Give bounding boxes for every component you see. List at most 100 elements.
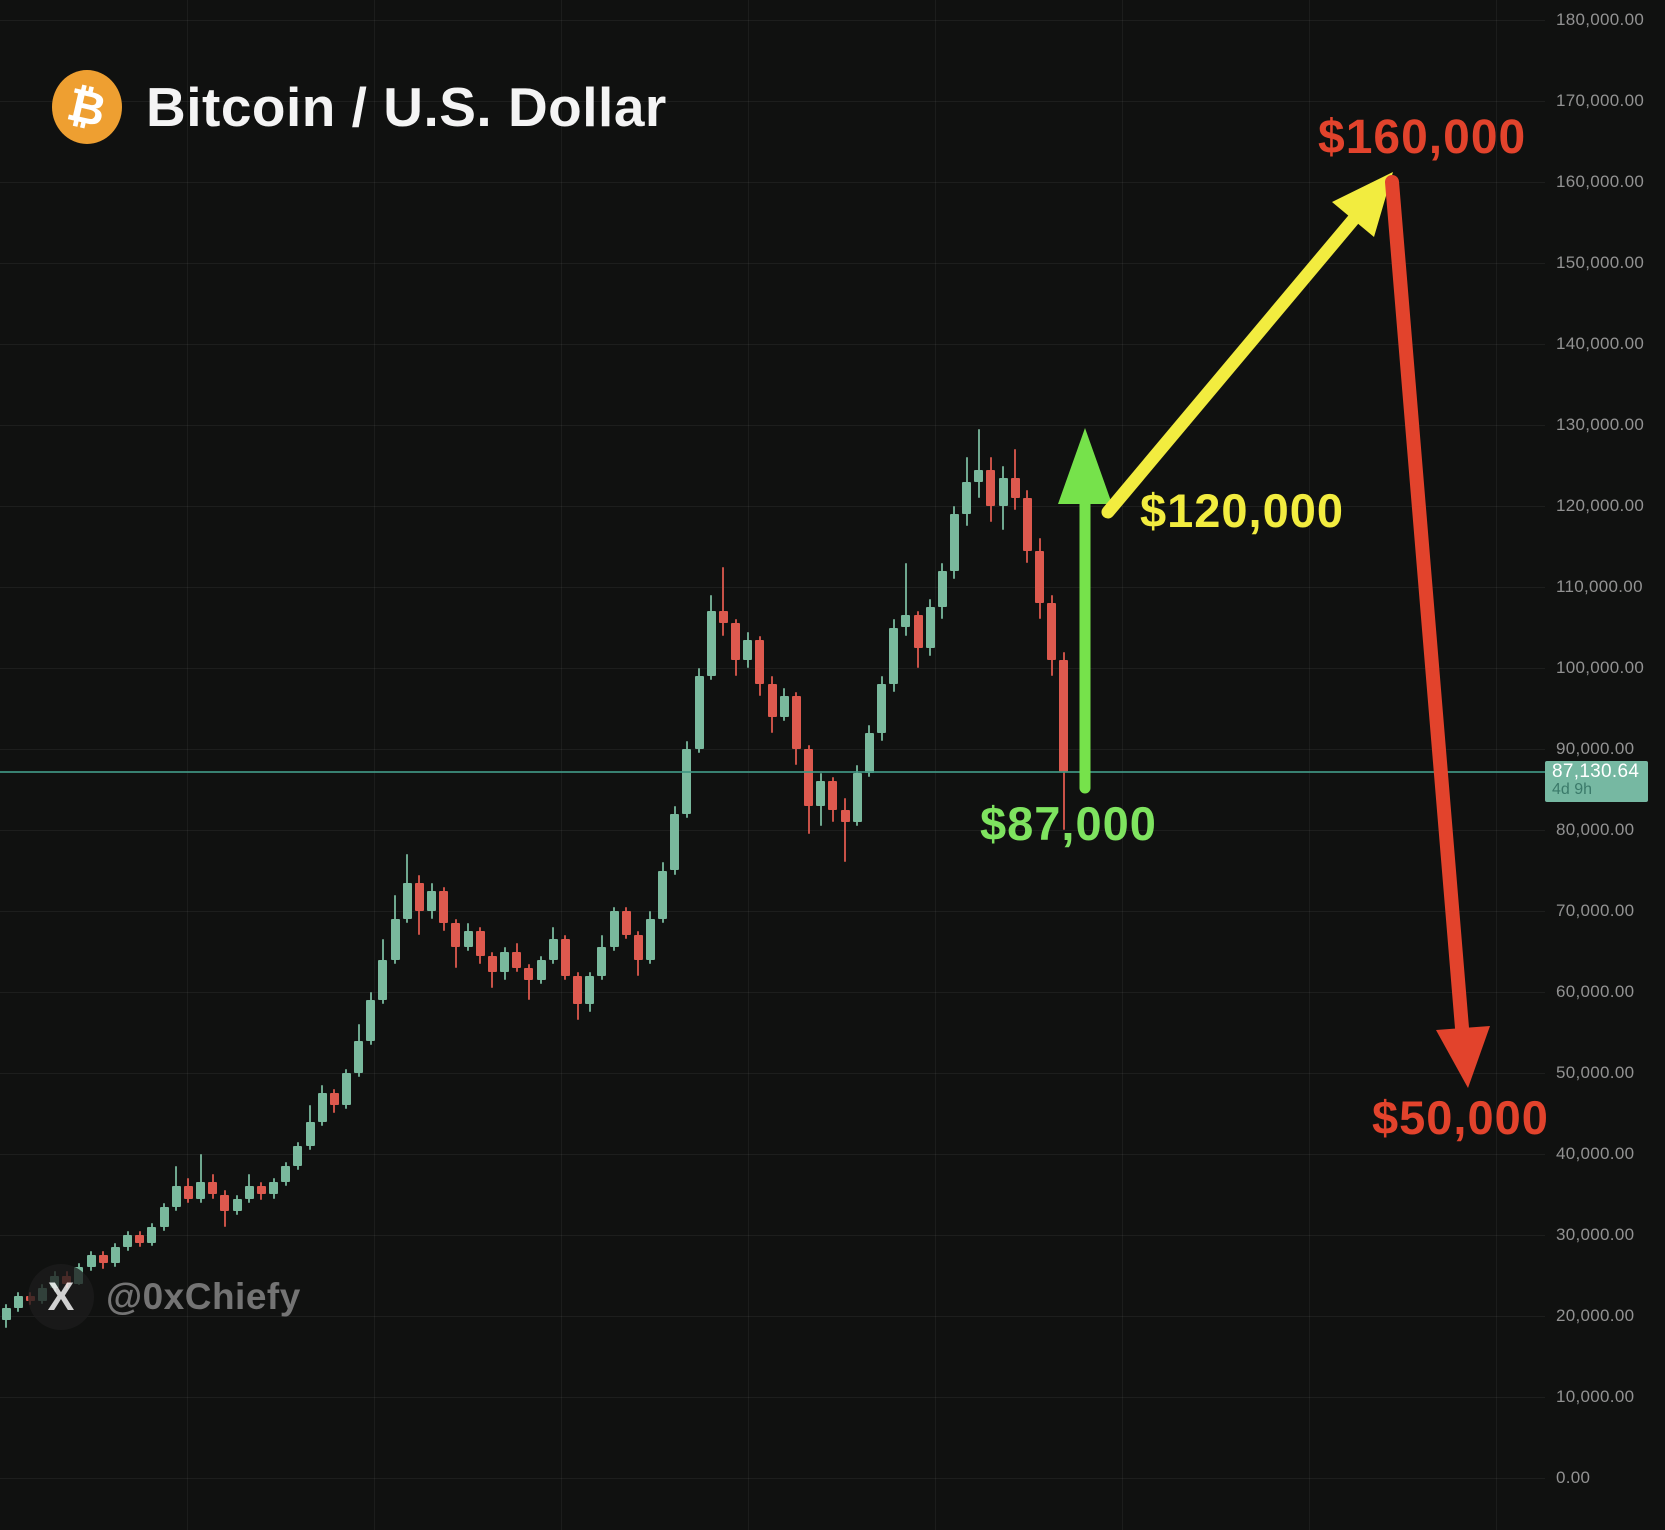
candle-wick xyxy=(844,797,847,863)
candle-body xyxy=(779,696,789,717)
price-axis-tick: 150,000.00 xyxy=(1556,253,1645,272)
h-gridline xyxy=(0,1154,1545,1155)
price-axis-tick: 130,000.00 xyxy=(1556,415,1645,434)
candle-body xyxy=(1059,659,1069,773)
candle-wick xyxy=(904,562,907,636)
candle-body xyxy=(13,1295,23,1308)
price-axis-tick: 50,000.00 xyxy=(1556,1063,1635,1082)
candle-body xyxy=(682,749,692,814)
candle-body xyxy=(256,1186,266,1195)
candle-body xyxy=(196,1182,206,1199)
yellow-projection-arrow xyxy=(1101,172,1393,519)
candle-body xyxy=(913,615,923,648)
candle-body xyxy=(633,935,643,960)
candle-body xyxy=(414,882,424,911)
price-target-50k: $50,000 xyxy=(1372,1091,1549,1144)
candle-body xyxy=(159,1206,169,1227)
candle-body xyxy=(135,1235,145,1244)
candle-body xyxy=(962,481,972,515)
candle-body xyxy=(804,749,814,806)
x-logo-icon: X xyxy=(28,1264,94,1330)
bitcoin-glyph: ₿ xyxy=(62,76,112,138)
candle-wick xyxy=(527,963,530,1001)
candle-body xyxy=(597,947,607,976)
candle-body xyxy=(877,684,887,733)
candle-body xyxy=(901,615,911,628)
price-axis-tick: 60,000.00 xyxy=(1556,982,1635,1001)
candle-body xyxy=(658,870,668,920)
candle-body xyxy=(718,611,728,624)
h-gridline xyxy=(0,263,1545,264)
v-gridline xyxy=(561,0,562,1530)
candle-body xyxy=(791,696,801,749)
v-gridline xyxy=(1122,0,1123,1530)
watermark-handle: @0xChiefy xyxy=(106,1276,301,1317)
candle-body xyxy=(864,732,874,774)
candle-body xyxy=(925,607,935,648)
h-gridline xyxy=(0,1316,1545,1317)
h-gridline xyxy=(0,506,1545,507)
candle-body xyxy=(341,1073,351,1106)
candle-body xyxy=(171,1186,181,1207)
v-gridline xyxy=(748,0,749,1530)
candle-body xyxy=(123,1235,133,1248)
price-axis-tick: 160,000.00 xyxy=(1556,172,1645,191)
candle-body xyxy=(487,955,497,972)
h-gridline xyxy=(0,1397,1545,1398)
h-gridline xyxy=(0,1073,1545,1074)
v-gridline xyxy=(374,0,375,1530)
price-axis-tick: 100,000.00 xyxy=(1556,658,1645,677)
candle-wick xyxy=(722,566,725,636)
price-axis-tick: 10,000.00 xyxy=(1556,1387,1635,1406)
candle-body xyxy=(828,781,838,810)
watermark: X @0xChiefy xyxy=(28,1264,301,1330)
candle-body xyxy=(840,809,850,822)
v-gridline xyxy=(1309,0,1310,1530)
v-gridline xyxy=(187,0,188,1530)
candle-body xyxy=(573,975,583,1005)
price-axis-tick: 0.00 xyxy=(1556,1468,1591,1487)
h-gridline xyxy=(0,911,1545,912)
h-gridline xyxy=(0,830,1545,831)
candle-countdown: 4d 9h xyxy=(1552,780,1593,798)
h-gridline xyxy=(0,20,1545,21)
candle-body xyxy=(378,959,388,1001)
price-axis-tick: 70,000.00 xyxy=(1556,901,1635,920)
candle-body xyxy=(974,469,984,482)
candle-body xyxy=(755,639,765,685)
h-gridline xyxy=(0,344,1545,345)
candle-body xyxy=(475,931,485,956)
price-target-160k: $160,000 xyxy=(1318,111,1527,164)
h-gridline xyxy=(0,668,1545,669)
candle-body xyxy=(670,813,680,871)
symbol-title: Bitcoin / U.S. Dollar xyxy=(146,76,667,138)
candle-body xyxy=(998,477,1008,506)
candle-body xyxy=(548,939,558,960)
last-price-badge: 87,130.64 4d 9h xyxy=(1545,761,1648,802)
candle-body xyxy=(439,890,449,924)
candle-body xyxy=(147,1226,157,1244)
candle-body xyxy=(609,911,619,948)
candle-body xyxy=(1010,477,1020,498)
candle-body xyxy=(500,951,510,972)
candle-body xyxy=(1047,603,1057,660)
candle-body xyxy=(244,1186,254,1199)
candle-body xyxy=(645,919,655,960)
candle-body xyxy=(463,931,473,948)
candle-body xyxy=(220,1194,230,1211)
price-axis-tick: 80,000.00 xyxy=(1556,820,1635,839)
candle-body xyxy=(293,1145,303,1167)
symbol-header: ₿ Bitcoin / U.S. Dollar xyxy=(52,70,667,144)
price-axis-tick: 90,000.00 xyxy=(1556,739,1635,758)
candle-body xyxy=(1022,497,1032,551)
h-gridline xyxy=(0,749,1545,750)
candle-body xyxy=(329,1093,339,1106)
h-gridline xyxy=(0,587,1545,588)
current-price-line xyxy=(0,771,1545,774)
price-axis-tick: 180,000.00 xyxy=(1556,10,1645,29)
h-gridline xyxy=(0,101,1545,102)
candle-body xyxy=(269,1182,279,1195)
candle-body xyxy=(390,919,400,960)
